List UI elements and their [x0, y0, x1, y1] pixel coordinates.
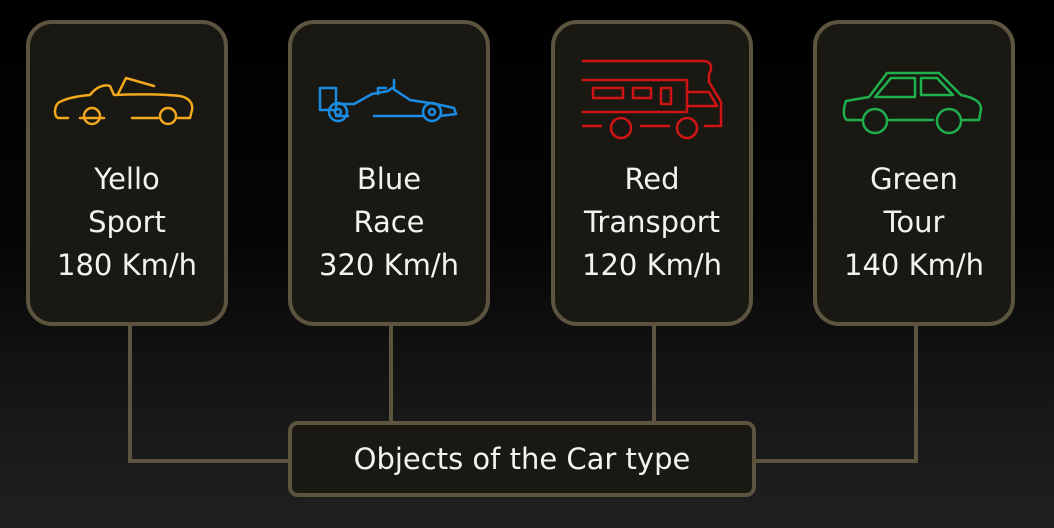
convertible-car-icon: [53, 76, 194, 126]
object-speed-label: 320 Km/h: [319, 248, 459, 282]
object-type-label: Transport: [583, 205, 721, 239]
object-card-blue-race: Blue Race 320 Km/h: [288, 20, 490, 326]
object-type-label: Race: [353, 205, 425, 239]
car-type-group-label: Objects of the Car type: [353, 442, 691, 476]
camper-van-icon: [581, 59, 723, 140]
object-color-label: Green: [870, 162, 958, 196]
object-color-label: Blue: [356, 162, 422, 196]
object-type-label: Tour: [883, 205, 945, 239]
hatchback-car-icon: [842, 71, 983, 135]
object-color-label: Red: [624, 162, 680, 196]
race-car-icon: [318, 78, 458, 123]
object-card-red-transport: Red Transport 120 Km/h: [551, 20, 753, 326]
object-card-yellow-sport: Yello Sport 180 Km/h: [26, 20, 228, 326]
object-speed-label: 140 Km/h: [844, 248, 984, 282]
object-speed-label: 120 Km/h: [582, 248, 722, 282]
car-type-group-box: Objects of the Car type: [288, 421, 756, 497]
object-color-label: Yello: [94, 162, 160, 196]
object-type-label: Sport: [88, 205, 166, 239]
object-speed-label: 180 Km/h: [57, 248, 197, 282]
object-card-green-tour: Green Tour 140 Km/h: [813, 20, 1015, 326]
